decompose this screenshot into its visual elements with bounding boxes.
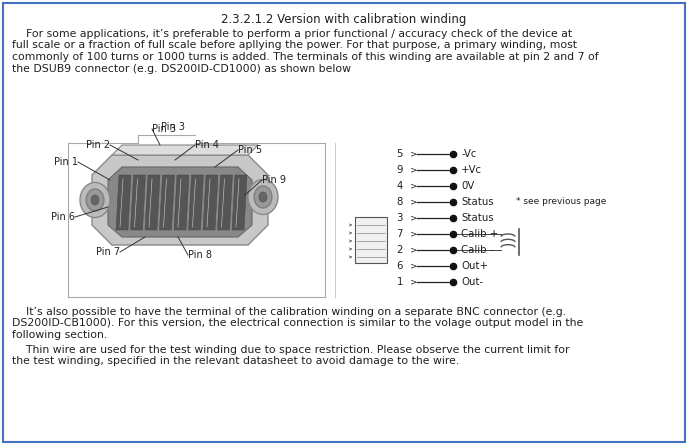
Text: 9: 9 — [396, 165, 403, 175]
Text: +Vc: +Vc — [461, 165, 482, 175]
Text: Pin 8: Pin 8 — [188, 250, 212, 260]
Text: Pin 4: Pin 4 — [195, 140, 219, 150]
Polygon shape — [92, 155, 268, 245]
Text: 6: 6 — [396, 261, 403, 271]
Text: >: > — [410, 150, 418, 158]
Text: 4: 4 — [396, 181, 403, 191]
Text: Out-: Out- — [461, 277, 483, 287]
Ellipse shape — [248, 179, 278, 214]
Text: following section.: following section. — [12, 330, 107, 340]
Text: >: > — [410, 262, 418, 271]
Text: full scale or a fraction of full scale before apllying the power. For that purpo: full scale or a fraction of full scale b… — [12, 40, 577, 50]
Text: the DSUB9 connector (e.g. DS200ID-CD1000) as shown below: the DSUB9 connector (e.g. DS200ID-CD1000… — [12, 64, 351, 73]
Text: Out+: Out+ — [461, 261, 488, 271]
Text: 5: 5 — [396, 149, 403, 159]
Text: Pin 7: Pin 7 — [96, 247, 120, 257]
Polygon shape — [189, 175, 204, 230]
Text: * see previous page: * see previous page — [516, 198, 606, 206]
Text: It’s also possible to have the terminal of the calibration winding on a separate: It’s also possible to have the terminal … — [12, 307, 566, 317]
Text: Pin 1: Pin 1 — [54, 157, 78, 167]
Polygon shape — [116, 175, 131, 230]
Text: Pin 2: Pin 2 — [86, 140, 110, 150]
Text: >: > — [410, 166, 418, 174]
Text: Thin wire are used for the test winding due to space restriction. Please observe: Thin wire are used for the test winding … — [12, 345, 570, 355]
Ellipse shape — [91, 195, 99, 205]
Text: the test winding, specified in the relevant datasheet to avoid damage to the wir: the test winding, specified in the relev… — [12, 356, 460, 367]
Text: >: > — [410, 182, 418, 190]
Text: >: > — [410, 246, 418, 255]
Polygon shape — [112, 145, 258, 155]
Text: 2.3.2.1.2 Version with calibration winding: 2.3.2.1.2 Version with calibration windi… — [222, 13, 466, 26]
Text: commonly of 100 turns or 1000 turns is added. The terminals of this winding are : commonly of 100 turns or 1000 turns is a… — [12, 52, 599, 62]
Ellipse shape — [80, 182, 110, 218]
Text: 2: 2 — [396, 245, 403, 255]
Ellipse shape — [254, 186, 272, 208]
Text: >: > — [410, 214, 418, 222]
Text: Pin 5: Pin 5 — [238, 145, 262, 155]
Text: 7: 7 — [396, 229, 403, 239]
Text: Status: Status — [461, 197, 493, 207]
Text: Pin 6: Pin 6 — [51, 212, 75, 222]
Text: DS200ID-CB1000). For this version, the electrical connection is similar to the v: DS200ID-CB1000). For this version, the e… — [12, 319, 583, 328]
Text: 1: 1 — [396, 277, 403, 287]
Bar — [355, 217, 387, 263]
Text: Status: Status — [461, 213, 493, 223]
Text: Pin 3: Pin 3 — [161, 122, 185, 132]
Text: For some applications, it’s preferable to perform a prior functional / accuracy : For some applications, it’s preferable t… — [12, 29, 572, 39]
Text: Pin 3: Pin 3 — [152, 124, 176, 134]
Text: >: > — [410, 198, 418, 206]
Text: -Vc: -Vc — [461, 149, 476, 159]
Text: Pin 9: Pin 9 — [262, 175, 286, 185]
Text: 8: 8 — [396, 197, 403, 207]
Text: Calib +: Calib + — [461, 229, 498, 239]
Ellipse shape — [259, 192, 267, 202]
Polygon shape — [232, 175, 247, 230]
Text: 0V: 0V — [461, 181, 474, 191]
Text: >: > — [410, 278, 418, 287]
Polygon shape — [145, 175, 160, 230]
Polygon shape — [174, 175, 189, 230]
Text: Calib -: Calib - — [461, 245, 493, 255]
Polygon shape — [160, 175, 175, 230]
Ellipse shape — [86, 189, 104, 211]
Polygon shape — [108, 167, 252, 237]
Text: 3: 3 — [396, 213, 403, 223]
Polygon shape — [131, 175, 145, 230]
Polygon shape — [203, 175, 218, 230]
Polygon shape — [217, 175, 233, 230]
Text: >: > — [410, 230, 418, 239]
